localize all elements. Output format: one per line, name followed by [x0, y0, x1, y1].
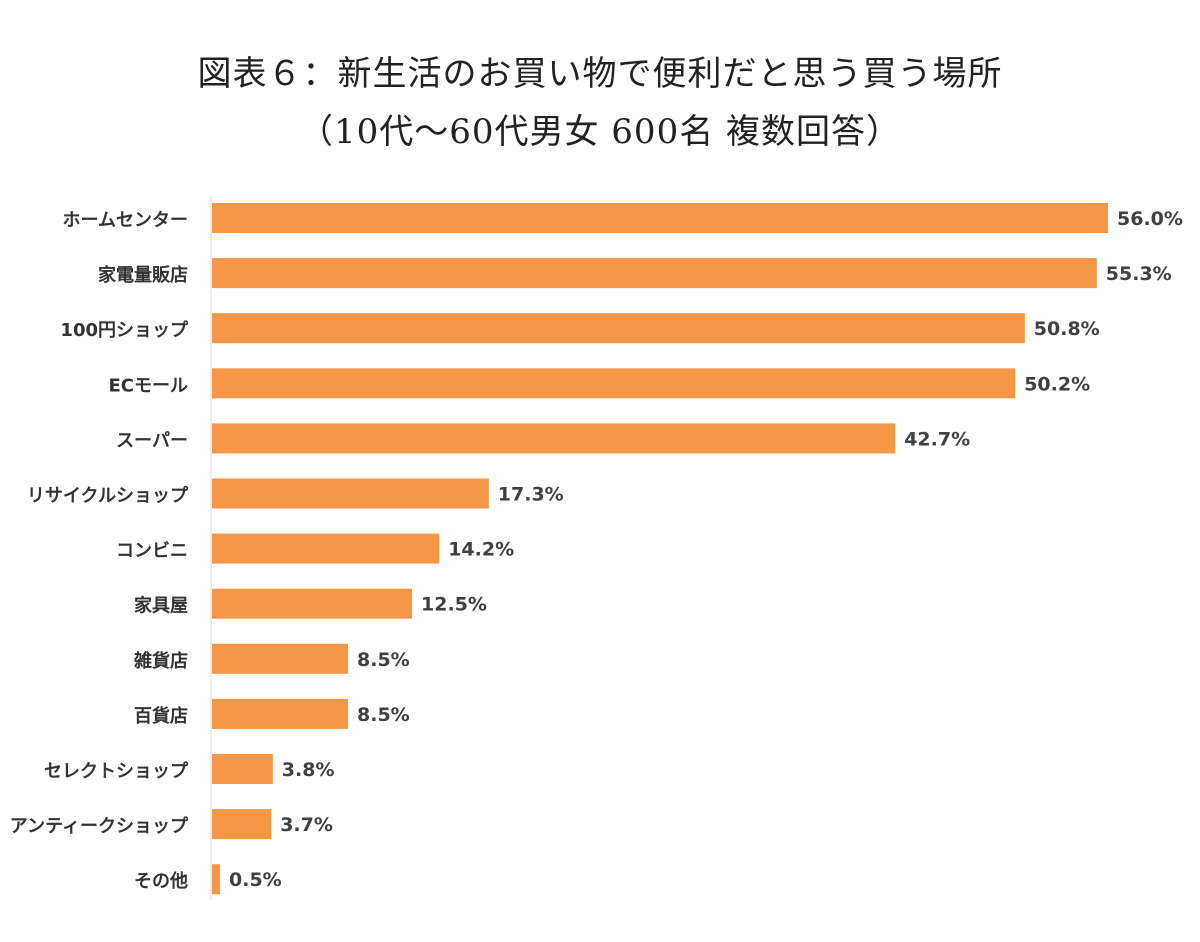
value-labels-group: 56.0% 55.3% 50.8% 50.2% 42.7% 17.3% 14.2% 12.5%…	[229, 208, 1183, 891]
bar-7	[212, 533, 440, 564]
value-label: 56.0%	[1117, 208, 1183, 230]
bar-2	[212, 258, 1097, 289]
category-label: セレクトショップ	[44, 760, 189, 782]
value-label: 12.5%	[421, 594, 487, 616]
bar-1	[212, 203, 1108, 233]
bar-12	[212, 809, 272, 840]
category-label: ECモール	[108, 375, 188, 396]
bar-8	[212, 588, 412, 619]
value-label: 8.5%	[357, 649, 410, 671]
category-label: リサイクルショップ	[27, 485, 189, 507]
category-label: 家具屋	[134, 595, 188, 617]
chart-title: 図表６：新生活のお買い物で便利だと思う買う場所	[197, 54, 1003, 94]
value-label: 0.5%	[229, 869, 282, 891]
category-label: 雑貨店	[133, 650, 188, 672]
chart-subtitle: （10代〜60代男女 600名 複数回答）	[298, 112, 902, 152]
value-label: 50.2%	[1024, 373, 1090, 395]
category-label: 百貨店	[134, 705, 188, 727]
value-label: 14.2%	[448, 539, 514, 561]
value-label: 50.8%	[1034, 318, 1100, 340]
bars-group	[212, 203, 1108, 895]
category-label: ホームセンター	[63, 210, 188, 231]
value-label: 55.3%	[1106, 263, 1172, 285]
category-label: スーパー	[116, 430, 188, 451]
bar-10	[212, 698, 348, 729]
value-label: 3.8%	[282, 759, 335, 781]
bar-3	[212, 313, 1025, 344]
value-label: 8.5%	[357, 704, 410, 726]
bar-4	[212, 368, 1016, 399]
category-label: 100円ショップ	[60, 319, 189, 341]
bar-11	[212, 754, 273, 784]
bar-13	[212, 864, 220, 895]
bar-6	[212, 478, 489, 509]
value-label: 17.3%	[498, 484, 564, 506]
category-label: 家電量販店	[98, 264, 188, 286]
category-label: アンティークショップ	[10, 815, 189, 837]
category-label: コンビニ	[116, 541, 188, 562]
bar-9	[212, 643, 348, 674]
category-label: その他	[134, 870, 188, 892]
value-label: 42.7%	[904, 428, 970, 450]
bar-5	[212, 423, 896, 454]
value-label: 3.7%	[280, 814, 333, 836]
